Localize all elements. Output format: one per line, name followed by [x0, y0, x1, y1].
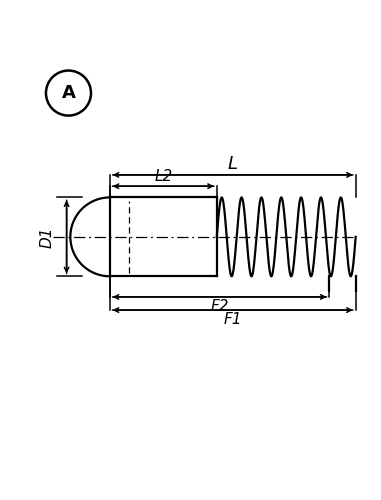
- Text: F1: F1: [224, 312, 242, 327]
- Text: L2: L2: [154, 170, 173, 184]
- Text: L: L: [228, 156, 238, 174]
- Text: A: A: [62, 84, 75, 102]
- Text: D1: D1: [40, 226, 54, 248]
- Text: F2: F2: [211, 299, 229, 314]
